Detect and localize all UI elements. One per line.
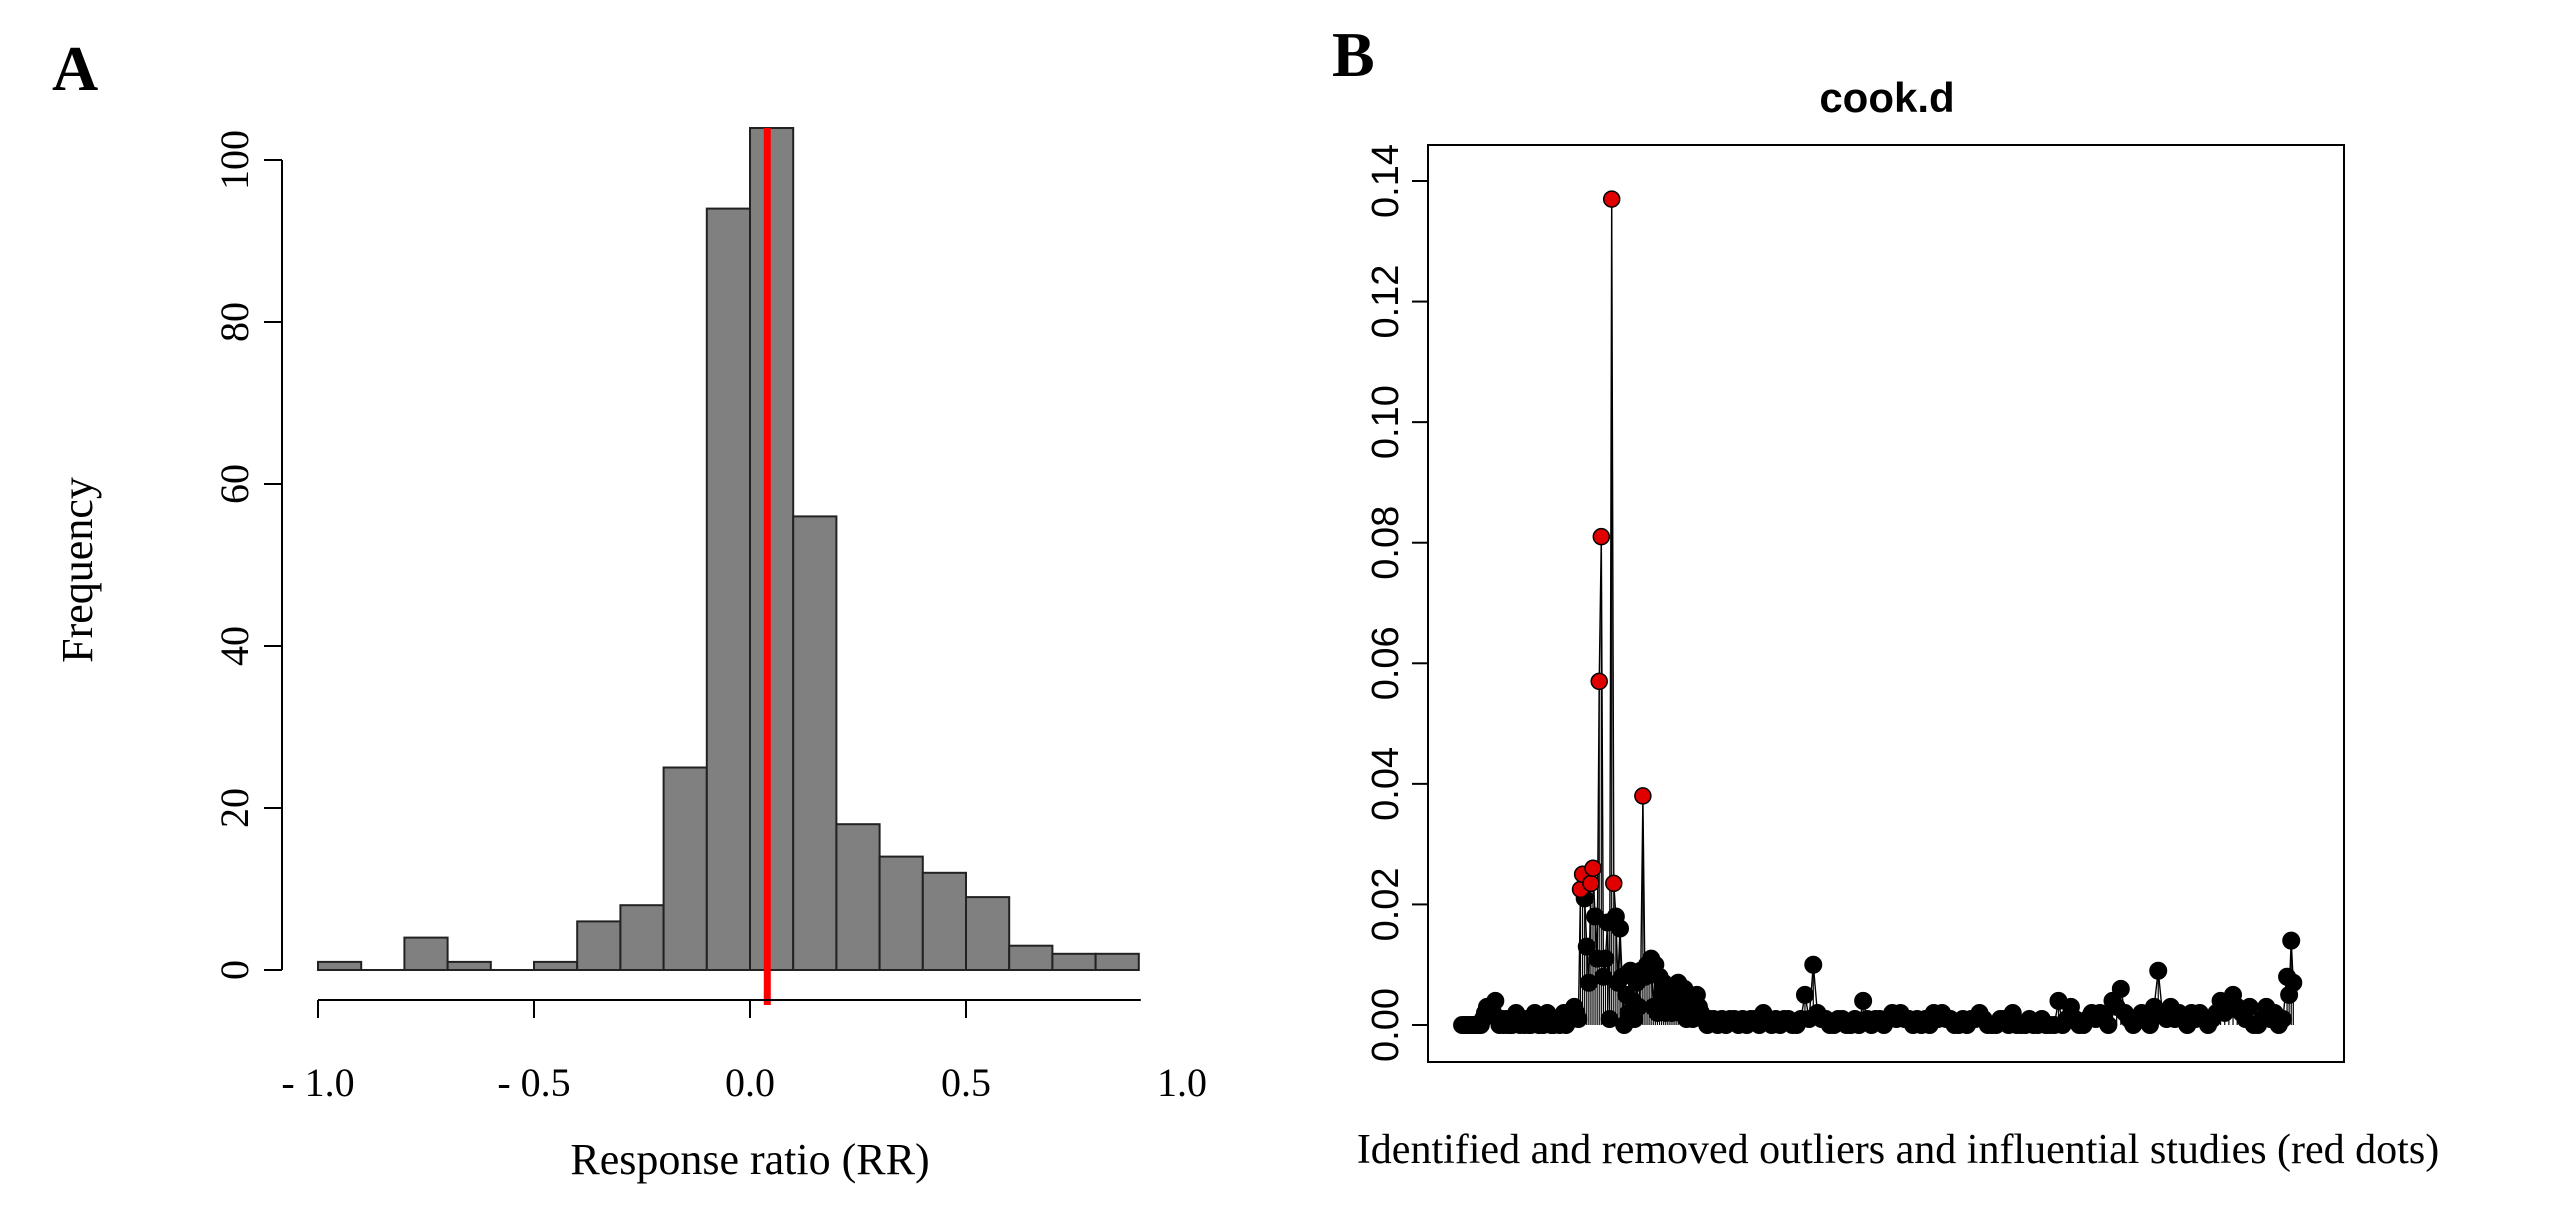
histogram-bar — [835, 823, 881, 972]
outlier-point — [1590, 672, 1608, 691]
cooks-distance-y-axis: 0.00 0.02 0.04 0.06 0.08 0.10 0.12 0.14 — [1365, 144, 1429, 1062]
study-point — [1611, 919, 1630, 938]
x-tick-label: - 0.5 — [497, 1060, 570, 1105]
y-tick-label: 0.00 — [1365, 988, 1407, 1062]
y-tick-label: 0 — [212, 960, 257, 980]
histogram-bar — [878, 855, 924, 971]
histogram-bar — [662, 766, 708, 971]
histogram-bars — [317, 127, 1140, 972]
histogram-bar — [749, 127, 795, 971]
study-point — [2099, 1016, 2118, 1034]
study-point — [2111, 979, 2130, 998]
study-point — [1569, 1009, 1588, 1028]
outlier-point — [1634, 787, 1652, 805]
cooks-distance-points — [1453, 190, 2303, 1034]
study-point — [2284, 973, 2303, 992]
y-tick-label: 0.08 — [1365, 506, 1407, 580]
x-tick-label: 0.5 — [941, 1060, 991, 1105]
study-point — [2140, 1016, 2159, 1034]
histogram-bar — [1008, 944, 1054, 972]
histogram-bar — [1051, 952, 1097, 971]
x-tick-label: - 1.0 — [281, 1060, 354, 1105]
study-point — [1795, 985, 1814, 1004]
y-tick-label: 0.06 — [1365, 626, 1407, 700]
outlier-point — [1582, 874, 1600, 893]
cooks-distance-x-axis-label: Identified and removed outliers and infl… — [1357, 1127, 2439, 1173]
histogram-y-axis-label: Frequency — [53, 477, 102, 663]
histogram-y-axis: 0 20 40 60 80 100 — [212, 130, 283, 980]
histogram-bar — [921, 871, 967, 971]
histogram-bar — [1094, 952, 1140, 971]
y-tick-label: 60 — [212, 464, 257, 504]
panel-label-b: B — [1332, 19, 1375, 90]
x-tick-label: 0.0 — [725, 1060, 775, 1105]
y-tick-label: 100 — [212, 130, 257, 190]
x-tick-label: 1.0 — [1157, 1060, 1207, 1105]
study-point — [1854, 991, 1873, 1010]
study-point — [1486, 991, 1505, 1010]
study-point — [1596, 949, 1615, 968]
histogram-bar — [533, 960, 579, 972]
histogram-bar — [403, 936, 449, 971]
study-point — [1577, 937, 1596, 956]
y-tick-label: 0.12 — [1365, 265, 1407, 339]
panel-label-a: A — [52, 33, 98, 104]
histogram-panel-a: 0 20 40 60 80 100 - 1.0 - 0.5 0.0 0.5 1.0 Frequen… — [53, 127, 1207, 1184]
study-point — [2149, 961, 2168, 980]
y-tick-label: 0.02 — [1365, 867, 1407, 941]
study-point — [2273, 1009, 2292, 1028]
outlier-point — [1602, 190, 1621, 208]
y-tick-label: 20 — [212, 788, 257, 828]
histogram-bar — [619, 904, 665, 972]
histogram-bar — [576, 920, 622, 972]
histogram-bar — [446, 960, 492, 972]
study-point — [1804, 955, 1823, 974]
cooks-distance-panel-b: cook.d 0.000.020.040.060.080.100.120.14 … — [1357, 74, 2439, 1173]
histogram-x-axis-label: Response ratio (RR) — [570, 1135, 929, 1184]
histogram-bar — [317, 960, 363, 972]
plot-frame — [1427, 144, 2345, 1063]
outlier-point — [1584, 859, 1602, 878]
outlier-point — [1592, 527, 1611, 546]
y-tick-label: 0.14 — [1365, 144, 1407, 218]
y-tick-label: 0.10 — [1365, 385, 1407, 459]
histogram-bar — [965, 896, 1011, 971]
y-tick-label: 0.04 — [1365, 747, 1407, 821]
histogram-bar — [705, 207, 751, 972]
histogram-x-axis: - 1.0 - 0.5 0.0 0.5 1.0 — [281, 999, 1207, 1105]
outlier-point — [1605, 874, 1623, 893]
y-tick-label: 80 — [212, 302, 257, 342]
study-point — [2282, 931, 2301, 950]
histogram-bar — [792, 515, 838, 972]
cooks-distance-title: cook.d — [1819, 74, 1954, 121]
y-tick-label: 40 — [212, 626, 257, 666]
